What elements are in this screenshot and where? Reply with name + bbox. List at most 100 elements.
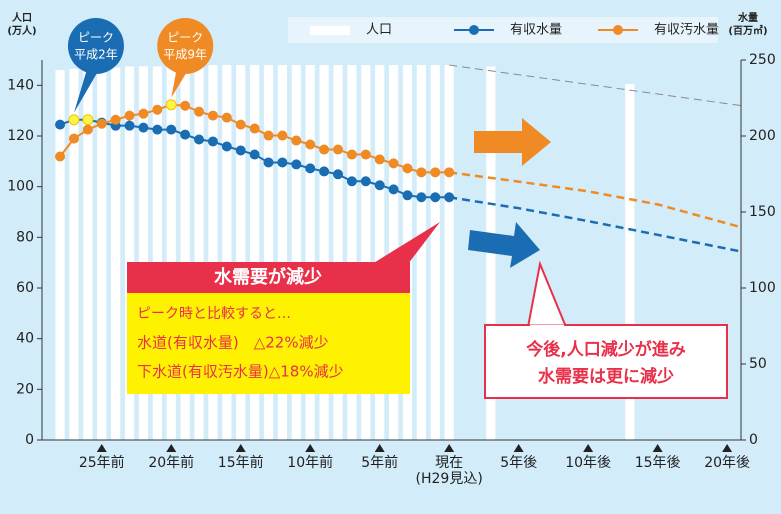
x-tick-note: (H29見込) <box>416 471 483 487</box>
x-tick-label: 20年前 <box>148 454 194 471</box>
x-tick-label: 10年前 <box>287 454 333 471</box>
point <box>430 167 440 177</box>
point <box>55 120 65 130</box>
point <box>97 119 107 129</box>
x-tick-label: 5年後 <box>500 455 537 471</box>
y-tick-label: 140 <box>7 77 34 93</box>
y-axis-unit: (万人) <box>7 24 36 37</box>
point <box>277 131 287 141</box>
y2-tick-label: 200 <box>749 128 776 144</box>
point <box>166 100 176 110</box>
legend-swatch <box>469 25 479 35</box>
point <box>125 121 135 131</box>
bar <box>445 65 454 440</box>
y2-axis-unit: (百万㎥) <box>728 24 767 37</box>
point <box>375 180 385 190</box>
x-tick-label: 現在 <box>435 455 463 471</box>
trend-arrow <box>468 222 540 268</box>
x-tick-label: 5年前 <box>361 454 398 471</box>
point <box>291 136 301 146</box>
point <box>305 163 315 173</box>
point <box>361 176 371 186</box>
x-tick-label: 25年前 <box>79 454 125 471</box>
peak-bubble <box>68 18 124 74</box>
point <box>55 152 65 162</box>
point <box>264 157 274 167</box>
x-tick <box>444 444 454 452</box>
trend-arrow <box>474 118 551 166</box>
peak-label: ピーク <box>78 31 114 45</box>
callout-line: 下水道(有収汚水量)△18%減少 <box>137 363 344 381</box>
point <box>250 124 260 134</box>
point <box>138 109 148 119</box>
x-tick <box>305 444 315 452</box>
x-tick <box>375 444 385 452</box>
y2-tick-label: 250 <box>749 52 776 68</box>
point <box>236 120 246 130</box>
point <box>402 190 412 200</box>
outlook-box <box>485 325 727 398</box>
y-axis-title: 人口 <box>12 11 32 24</box>
point <box>152 105 162 115</box>
point <box>111 115 121 125</box>
point <box>222 113 232 123</box>
y-tick-label: 20 <box>16 381 34 397</box>
point <box>402 163 412 173</box>
y-tick-label: 100 <box>7 179 34 195</box>
y2-axis-title: 水量 <box>737 11 758 24</box>
point <box>236 145 246 155</box>
y2-tick-label: 150 <box>749 204 776 220</box>
point <box>319 166 329 176</box>
legend-swatch <box>310 26 350 35</box>
x-tick <box>97 444 107 452</box>
point <box>264 131 274 141</box>
peak-label: ピーク <box>167 31 203 45</box>
point <box>347 150 357 160</box>
legend-label: 有収汚水量 <box>654 23 719 38</box>
y-tick-label: 80 <box>16 229 34 245</box>
point <box>389 158 399 168</box>
point <box>83 125 93 135</box>
callout-line: 水道(有収水量) △22%減少 <box>137 334 329 352</box>
point <box>180 130 190 140</box>
outlook-line: 今後,人口減少が進み <box>526 339 685 360</box>
y-tick-label: 40 <box>16 331 34 347</box>
point <box>152 125 162 135</box>
point <box>291 159 301 169</box>
y2-tick-label: 100 <box>749 280 776 296</box>
point <box>277 157 287 167</box>
point <box>194 134 204 144</box>
point <box>416 192 426 202</box>
point <box>138 123 148 133</box>
x-tick-label: 15年後 <box>635 455 681 471</box>
y-tick-label: 60 <box>16 280 34 296</box>
point <box>333 169 343 179</box>
x-tick <box>722 444 732 452</box>
point <box>125 111 135 121</box>
point <box>166 125 176 135</box>
legend-label: 有収水量 <box>510 23 562 38</box>
point <box>222 141 232 151</box>
point <box>430 192 440 202</box>
x-tick-label: 15年前 <box>218 454 264 471</box>
chart: 02040608010012014005010015020025025年前20年… <box>0 0 781 514</box>
y-tick-label: 0 <box>25 432 34 448</box>
callout-line: ピーク時と比較すると… <box>137 306 291 322</box>
peak-label: 平成2年 <box>74 48 118 62</box>
x-tick <box>166 444 176 452</box>
y2-tick-label: 0 <box>749 432 758 448</box>
x-tick <box>583 444 593 452</box>
x-tick <box>514 444 524 452</box>
point <box>69 134 79 144</box>
bar <box>431 65 440 440</box>
legend-swatch <box>613 25 623 35</box>
point <box>375 154 385 164</box>
point <box>416 167 426 177</box>
point <box>250 150 260 160</box>
callout-title: 水需要が減少 <box>214 266 322 288</box>
outlook-line: 水需要は更に減少 <box>538 366 674 387</box>
peak-label: 平成9年 <box>163 48 207 62</box>
point <box>389 184 399 194</box>
point <box>208 136 218 146</box>
x-tick-label: 10年後 <box>565 455 611 471</box>
